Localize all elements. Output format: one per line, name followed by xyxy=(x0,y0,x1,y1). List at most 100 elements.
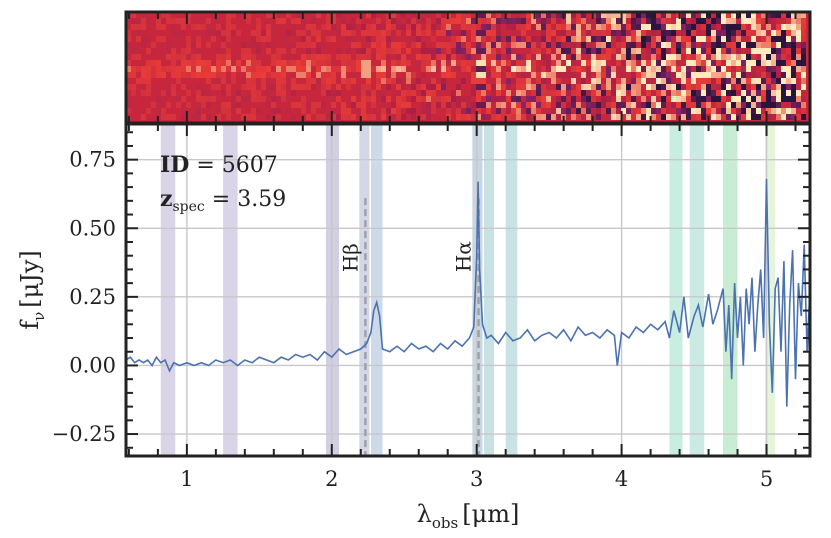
spectrum-2d-pixel xyxy=(746,108,751,114)
spectrum-2d-pixel xyxy=(776,48,781,54)
spectrum-2d-pixel xyxy=(491,102,496,108)
spectrum-2d-pixel xyxy=(596,48,601,54)
spectrum-2d-pixel xyxy=(346,84,351,90)
spectrum-2d-pixel xyxy=(671,24,676,30)
spectrum-2d-pixel xyxy=(241,42,246,48)
spectrum-2d-pixel xyxy=(591,36,596,42)
spectrum-2d-pixel xyxy=(511,36,516,42)
spectrum-2d-pixel xyxy=(316,78,321,84)
spectrum-2d-pixel xyxy=(391,114,396,120)
spectrum-2d-pixel xyxy=(641,72,646,78)
spectrum-2d-pixel xyxy=(661,72,666,78)
spectrum-2d-pixel xyxy=(621,24,626,30)
spectrum-2d-pixel xyxy=(581,30,586,36)
spectrum-2d-pixel xyxy=(551,78,556,84)
spectrum-2d-pixel xyxy=(131,24,136,30)
spectrum-2d-pixel xyxy=(801,72,806,78)
spectrum-2d-pixel xyxy=(361,96,366,102)
spectrum-2d-pixel xyxy=(131,30,136,36)
spectrum-2d-pixel xyxy=(311,12,316,18)
spectrum-2d-pixel xyxy=(801,54,806,60)
spectrum-2d-pixel xyxy=(666,12,671,18)
spectrum-2d-pixel xyxy=(791,78,796,84)
spectrum-2d-pixel xyxy=(596,30,601,36)
spectrum-2d-pixel xyxy=(476,18,481,24)
spectrum-2d-pixel xyxy=(446,102,451,108)
spectrum-2d-pixel xyxy=(126,66,131,72)
spectrum-2d-pixel xyxy=(551,66,556,72)
spectrum-2d-pixel xyxy=(716,18,721,24)
spectrum-2d-pixel xyxy=(691,108,696,114)
spectrum-2d-pixel xyxy=(696,48,701,54)
spectrum-2d-pixel xyxy=(271,96,276,102)
spectrum-2d-pixel xyxy=(556,60,561,66)
spectrum-2d-pixel xyxy=(581,114,586,120)
spectrum-2d-pixel xyxy=(241,78,246,84)
spectrum-2d-pixel xyxy=(411,72,416,78)
spectrum-2d-pixel xyxy=(326,18,331,24)
spectrum-2d-pixel xyxy=(701,12,706,18)
spectrum-2d-pixel xyxy=(801,60,806,66)
spectrum-2d-pixel xyxy=(131,102,136,108)
spectrum-2d-pixel xyxy=(291,54,296,60)
spectrum-2d-pixel xyxy=(516,114,521,120)
spectrum-2d-pixel xyxy=(521,12,526,18)
spectrum-2d-pixel xyxy=(376,42,381,48)
spectrum-2d-pixel xyxy=(231,30,236,36)
spectrum-2d-pixel xyxy=(381,42,386,48)
spectrum-2d-pixel xyxy=(771,78,776,84)
spectrum-2d-pixel xyxy=(176,72,181,78)
spectrum-2d-pixel xyxy=(161,114,166,120)
spectrum-2d-pixel xyxy=(576,84,581,90)
spectrum-2d-pixel xyxy=(601,36,606,42)
spectrum-2d-pixel xyxy=(341,60,346,66)
spectrum-2d-pixel xyxy=(296,12,301,18)
spectrum-2d-pixel xyxy=(296,72,301,78)
spectrum-2d-pixel xyxy=(446,18,451,24)
spectrum-2d-pixel xyxy=(766,84,771,90)
spectrum-2d-pixel xyxy=(451,42,456,48)
spectrum-2d-pixel xyxy=(431,36,436,42)
spectrum-2d-pixel xyxy=(731,24,736,30)
spectrum-2d-pixel xyxy=(726,12,731,18)
spectrum-2d-pixel xyxy=(726,18,731,24)
spectrum-2d-pixel xyxy=(196,90,201,96)
spectrum-2d-pixel xyxy=(536,108,541,114)
spectrum-2d-pixel xyxy=(251,60,256,66)
spectrum-2d-pixel xyxy=(566,108,571,114)
spectrum-2d-pixel xyxy=(736,96,741,102)
spectrum-2d-pixel xyxy=(236,30,241,36)
spectrum-2d-pixel xyxy=(751,102,756,108)
spectrum-2d-pixel xyxy=(711,78,716,84)
spectrum-2d-pixel xyxy=(706,24,711,30)
spectrum-2d-pixel xyxy=(666,18,671,24)
spectrum-2d-pixel xyxy=(141,114,146,120)
spectrum-2d-pixel xyxy=(461,18,466,24)
spectrum-2d-pixel xyxy=(566,12,571,18)
spectrum-2d-pixel xyxy=(461,54,466,60)
spectrum-2d-pixel xyxy=(426,90,431,96)
spectrum-2d-pixel xyxy=(596,12,601,18)
spectrum-2d-pixel xyxy=(171,72,176,78)
spectrum-2d-pixel xyxy=(361,54,366,60)
spectrum-2d-pixel xyxy=(671,66,676,72)
spectrum-2d-pixel xyxy=(556,84,561,90)
spectrum-2d-pixel xyxy=(216,48,221,54)
spectrum-2d-pixel xyxy=(391,108,396,114)
spectrum-2d-pixel xyxy=(216,114,221,120)
spectrum-2d-pixel xyxy=(276,66,281,72)
spectrum-2d-pixel xyxy=(486,30,491,36)
spectrum-2d-pixel xyxy=(156,60,161,66)
spectrum-2d-pixel xyxy=(236,90,241,96)
spectrum-2d-pixel xyxy=(326,78,331,84)
spectrum-2d-pixel xyxy=(301,66,306,72)
spectrum-2d-pixel xyxy=(596,66,601,72)
spectrum-2d-pixel xyxy=(441,72,446,78)
spectrum-2d-pixel xyxy=(401,90,406,96)
spectrum-2d-pixel xyxy=(481,102,486,108)
spectrum-2d-pixel xyxy=(601,24,606,30)
spectrum-2d-pixel xyxy=(596,36,601,42)
spectrum-2d-pixel xyxy=(741,24,746,30)
spectrum-2d-pixel xyxy=(761,48,766,54)
spectrum-2d-pixel xyxy=(216,72,221,78)
